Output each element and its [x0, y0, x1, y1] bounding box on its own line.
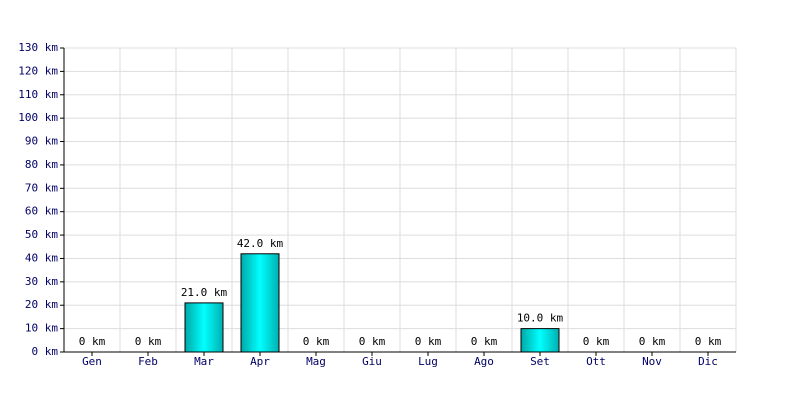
value-label: 10.0 km: [517, 312, 564, 325]
y-tick-label: 50 km: [25, 228, 58, 241]
x-tick-label: Giu: [362, 355, 382, 368]
y-tick-label: 90 km: [25, 135, 58, 148]
bar: [240, 253, 280, 353]
x-tick-label: Set: [530, 355, 550, 368]
value-label: 0 km: [359, 335, 386, 348]
y-tick-label: 40 km: [25, 251, 58, 264]
value-label: 42.0 km: [237, 237, 284, 250]
value-label: 0 km: [79, 335, 106, 348]
y-tick-label: 20 km: [25, 298, 58, 311]
x-tick-label: Mag: [306, 355, 326, 368]
value-label: 0 km: [639, 335, 666, 348]
value-label: 21.0 km: [181, 286, 228, 299]
y-tick-label: 30 km: [25, 275, 58, 288]
x-tick-label: Ago: [474, 355, 494, 368]
value-label: 0 km: [695, 335, 722, 348]
x-tick-label: Nov: [642, 355, 662, 368]
y-tick-label: 70 km: [25, 181, 58, 194]
x-tick-label: Gen: [82, 355, 102, 368]
value-label: 0 km: [415, 335, 442, 348]
x-tick-label: Lug: [418, 355, 438, 368]
y-tick-label: 130 km: [18, 41, 58, 54]
value-label: 0 km: [583, 335, 610, 348]
value-label: 0 km: [135, 335, 162, 348]
y-tick-label: 110 km: [18, 88, 58, 101]
bar: [520, 328, 560, 353]
bar: [184, 302, 224, 353]
x-tick-label: Mar: [194, 355, 214, 368]
x-tick-label: Apr: [250, 355, 270, 368]
y-tick-label: 10 km: [25, 322, 58, 335]
y-tick-label: 80 km: [25, 158, 58, 171]
y-tick-label: 60 km: [25, 205, 58, 218]
x-tick-label: Dic: [698, 355, 718, 368]
y-tick-label: 0 km: [32, 345, 59, 358]
value-label: 0 km: [303, 335, 330, 348]
x-tick-label: Feb: [138, 355, 158, 368]
y-tick-label: 100 km: [18, 111, 58, 124]
x-tick-label: Ott: [586, 355, 606, 368]
value-label: 0 km: [471, 335, 498, 348]
y-tick-label: 120 km: [18, 64, 58, 77]
